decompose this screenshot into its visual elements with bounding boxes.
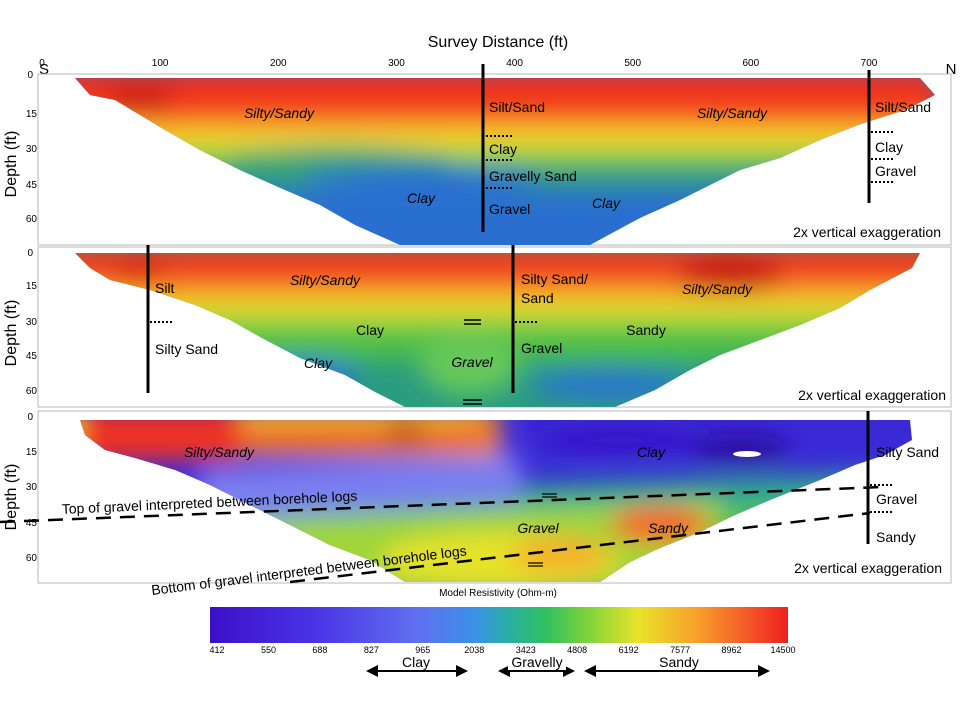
svg-text:Gravel: Gravel (521, 340, 562, 356)
svg-text:2x vertical exaggeration: 2x vertical exaggeration (798, 387, 946, 403)
colorbar-tick-label: 8962 (722, 645, 742, 655)
colorbar-tick-label: 965 (415, 645, 430, 655)
panel-2-annotations: Silty/Sandy Silty/Sandy Clay Sandy Clay … (146, 245, 946, 405)
svg-text:Silty Sand: Silty Sand (155, 341, 218, 357)
svg-text:Gravel: Gravel (875, 163, 916, 179)
svg-text:0: 0 (27, 412, 33, 423)
panel-1-y-axis: 0 15 30 45 60 Depth (ft) (3, 70, 37, 225)
panel-1-annotations: Silty/Sandy Silty/Sandy Clay Clay Silt/S… (244, 64, 941, 240)
svg-text:0: 0 (27, 70, 33, 81)
svg-text:Clay: Clay (304, 355, 333, 371)
colorbar-gradient (210, 607, 788, 643)
colorbar-tick-label: 2038 (464, 645, 484, 655)
colorbar-tick-label: 412 (209, 645, 224, 655)
colorbar-range-clay: Clay (366, 654, 468, 677)
x-tick-label: 300 (388, 58, 405, 69)
svg-text:30: 30 (26, 482, 38, 493)
colorbar-ticks: 412 550 688 827 965 2038 3423 4808 6192 7577 8962 1… (209, 645, 795, 655)
svg-text:Silt: Silt (155, 280, 175, 296)
colorbar-range-sandy: Sandy (584, 654, 770, 677)
svg-text:Silt/Sand: Silt/Sand (489, 99, 545, 115)
svg-text:2x vertical exaggeration: 2x vertical exaggeration (794, 560, 942, 576)
panel-2: 0 15 30 45 60 Depth (ft) Silty/Sandy Sil… (3, 245, 952, 408)
panel-3: 0 15 30 45 60 Depth (ft) Silty/Sandy Cla… (0, 410, 952, 598)
svg-text:Sandy: Sandy (626, 322, 666, 338)
svg-text:Sand: Sand (521, 290, 554, 306)
panel-1: 0 15 30 45 60 Depth (ft) Silty/Sandy Sil… (3, 64, 952, 246)
x-axis-title: Survey Distance (ft) (428, 34, 568, 51)
colorbar-tick-label: 4808 (567, 645, 587, 655)
svg-text:Clay: Clay (407, 190, 436, 206)
x-tick-label: 100 (152, 58, 169, 69)
svg-text:Clay: Clay (356, 322, 384, 338)
svg-text:60: 60 (26, 386, 38, 397)
svg-text:Clay: Clay (592, 195, 621, 211)
x-tick-label: 500 (624, 58, 641, 69)
svg-text:Silty Sand/: Silty Sand/ (521, 271, 588, 287)
svg-text:15: 15 (26, 447, 38, 458)
svg-text:Sandy: Sandy (659, 654, 699, 670)
svg-text:15: 15 (26, 281, 38, 292)
colorbar-title: Model Resistivity (Ohm-m) (439, 588, 557, 599)
svg-text:Gravel: Gravel (489, 201, 530, 217)
panel-2-y-axis: 0 15 30 45 60 Depth (ft) (3, 248, 37, 397)
svg-text:Silty/Sandy: Silty/Sandy (290, 272, 361, 288)
colorbar-tick-label: 3423 (516, 645, 536, 655)
colorbar-tick-label: 7577 (670, 645, 690, 655)
panel-1-y-label: Depth (ft) (3, 131, 20, 198)
panel-3-frame (37, 410, 952, 584)
svg-text:Gravel: Gravel (517, 520, 559, 536)
svg-text:Gravelly Sand: Gravelly Sand (489, 168, 577, 184)
x-tick-label: 600 (743, 58, 760, 69)
x-tick-labels: 0 100 200 300 400 500 600 700 (39, 58, 878, 69)
bottom-of-gravel-line (289, 511, 871, 584)
svg-text:Sandy: Sandy (876, 529, 916, 545)
svg-text:45: 45 (26, 180, 38, 191)
svg-text:Clay: Clay (875, 139, 903, 155)
x-tick-label: 200 (270, 58, 287, 69)
svg-text:Silty/Sandy: Silty/Sandy (682, 281, 753, 297)
svg-text:Gravel: Gravel (876, 491, 917, 507)
svg-text:Sandy: Sandy (648, 520, 689, 536)
svg-text:Silty Sand: Silty Sand (876, 444, 939, 460)
svg-text:Clay: Clay (489, 141, 517, 157)
x-tick-label: 400 (506, 58, 523, 69)
svg-text:Silty/Sandy: Silty/Sandy (244, 105, 315, 121)
panel-2-y-label: Depth (ft) (3, 300, 20, 367)
svg-text:Silty/Sandy: Silty/Sandy (184, 444, 255, 460)
svg-text:0: 0 (27, 248, 33, 259)
svg-text:Silt/Sand: Silt/Sand (875, 99, 931, 115)
x-tick-label: 0 (39, 58, 45, 69)
colorbar-tick-label: 688 (312, 645, 327, 655)
end-label-north: N (946, 61, 957, 78)
colorbar: Model Resistivity (Ohm-m) 412 550 688 827 96… (209, 588, 796, 677)
svg-text:60: 60 (26, 553, 38, 564)
panel-3-y-label: Depth (ft) (3, 464, 20, 531)
svg-text:2x vertical exaggeration: 2x vertical exaggeration (793, 224, 941, 240)
colorbar-range-gravelly: Gravelly (498, 654, 575, 677)
svg-text:Silty/Sandy: Silty/Sandy (697, 105, 768, 121)
svg-text:30: 30 (26, 317, 38, 328)
svg-text:Clay: Clay (637, 444, 666, 460)
colorbar-tick-label: 14500 (770, 645, 795, 655)
svg-text:30: 30 (26, 144, 38, 155)
end-label-south: S (39, 61, 49, 78)
colorbar-tick-label: 827 (364, 645, 379, 655)
svg-text:Clay: Clay (402, 654, 430, 670)
svg-text:Gravelly: Gravelly (511, 654, 562, 670)
svg-text:60: 60 (26, 214, 38, 225)
colorbar-tick-label: 550 (261, 645, 276, 655)
svg-text:Gravel: Gravel (451, 354, 493, 370)
svg-text:45: 45 (26, 518, 38, 529)
top-of-gravel-line (0, 485, 883, 524)
colorbar-tick-label: 6192 (619, 645, 639, 655)
x-tick-label: 700 (861, 58, 878, 69)
panel-3-y-axis: 0 15 30 45 60 Depth (ft) (3, 412, 37, 564)
svg-text:15: 15 (26, 109, 38, 120)
svg-text:45: 45 (26, 351, 38, 362)
